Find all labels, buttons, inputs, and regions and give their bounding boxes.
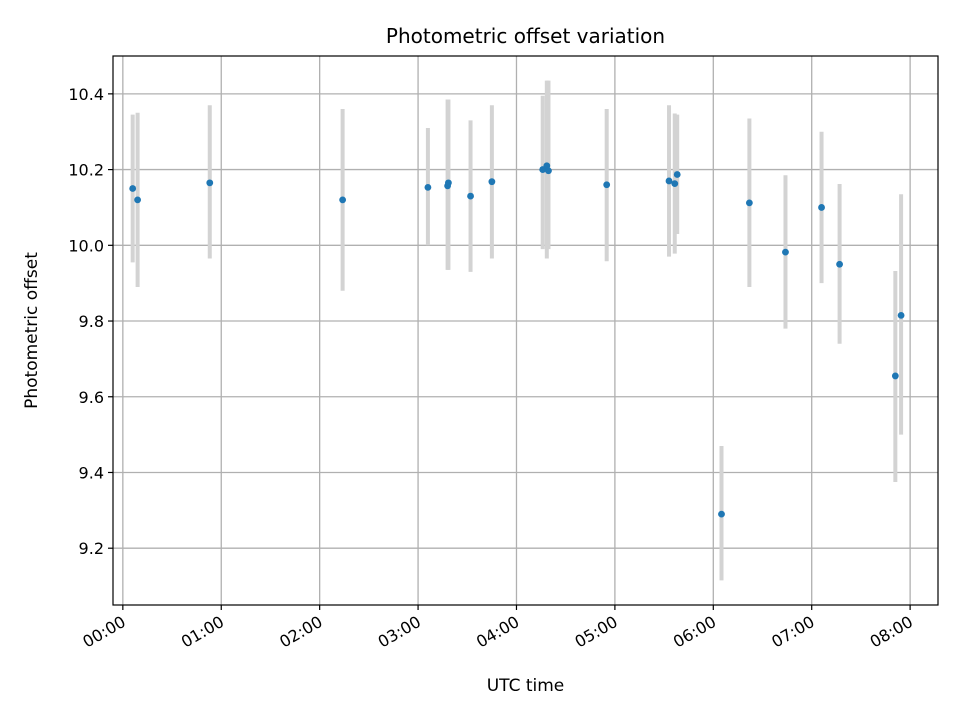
y-tick-label: 9.4 <box>79 463 104 482</box>
data-point <box>891 372 899 380</box>
y-tick-label: 10.2 <box>68 161 104 180</box>
data-point <box>339 196 347 204</box>
y-tick-label: 10.4 <box>68 85 104 104</box>
grid-lines <box>113 56 938 605</box>
data-point <box>897 311 905 319</box>
data-point <box>129 185 137 192</box>
y-tick-label: 9.8 <box>79 312 104 331</box>
y-tick-label: 10.0 <box>68 236 104 255</box>
y-axis-label: Photometric offset <box>22 252 42 409</box>
data-points <box>129 162 905 518</box>
data-point <box>818 204 825 211</box>
data-point <box>445 179 452 187</box>
data-point <box>603 181 611 189</box>
y-tick-label: 9.2 <box>79 539 104 558</box>
y-tick-label: 9.6 <box>79 388 104 407</box>
data-point <box>424 183 432 191</box>
data-point <box>545 167 552 175</box>
data-point <box>718 510 725 518</box>
chart-title: Photometric offset variation <box>386 24 665 48</box>
data-point <box>836 260 843 268</box>
data-point <box>488 178 496 186</box>
data-point <box>467 192 474 200</box>
data-point <box>206 179 214 187</box>
data-point <box>671 180 679 187</box>
data-point <box>782 248 789 256</box>
plot-frame <box>112 55 939 606</box>
data-point <box>673 171 681 178</box>
data-point <box>745 199 753 207</box>
data-point <box>665 177 673 185</box>
x-axis-label: UTC time <box>487 676 565 696</box>
data-point <box>134 196 142 204</box>
